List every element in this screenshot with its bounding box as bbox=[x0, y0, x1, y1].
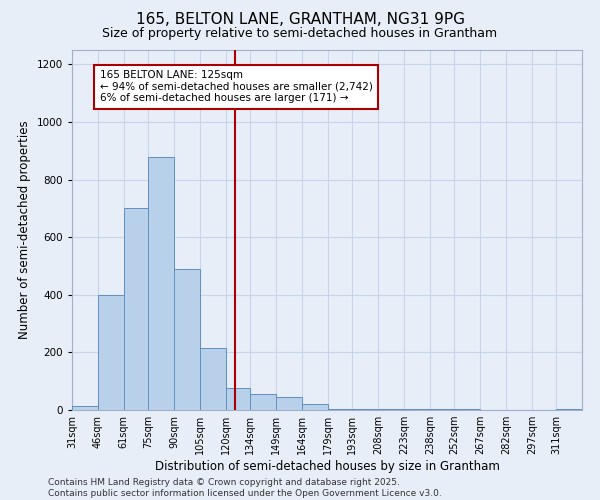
Bar bbox=[72, 406, 98, 410]
Text: 165, BELTON LANE, GRANTHAM, NG31 9PG: 165, BELTON LANE, GRANTHAM, NG31 9PG bbox=[136, 12, 464, 28]
Bar bbox=[98, 295, 124, 410]
Text: 165 BELTON LANE: 125sqm
← 94% of semi-detached houses are smaller (2,742)
6% of : 165 BELTON LANE: 125sqm ← 94% of semi-de… bbox=[100, 70, 373, 103]
Bar bbox=[556, 408, 582, 410]
Bar bbox=[328, 408, 352, 410]
Bar bbox=[200, 348, 226, 410]
Bar bbox=[250, 394, 276, 410]
Text: Size of property relative to semi-detached houses in Grantham: Size of property relative to semi-detach… bbox=[103, 28, 497, 40]
Bar bbox=[276, 397, 302, 410]
Bar bbox=[148, 156, 174, 410]
Bar bbox=[302, 404, 328, 410]
Bar bbox=[174, 269, 200, 410]
X-axis label: Distribution of semi-detached houses by size in Grantham: Distribution of semi-detached houses by … bbox=[155, 460, 499, 473]
Bar bbox=[226, 388, 250, 410]
Y-axis label: Number of semi-detached properties: Number of semi-detached properties bbox=[18, 120, 31, 340]
Bar bbox=[124, 208, 148, 410]
Text: Contains HM Land Registry data © Crown copyright and database right 2025.
Contai: Contains HM Land Registry data © Crown c… bbox=[48, 478, 442, 498]
